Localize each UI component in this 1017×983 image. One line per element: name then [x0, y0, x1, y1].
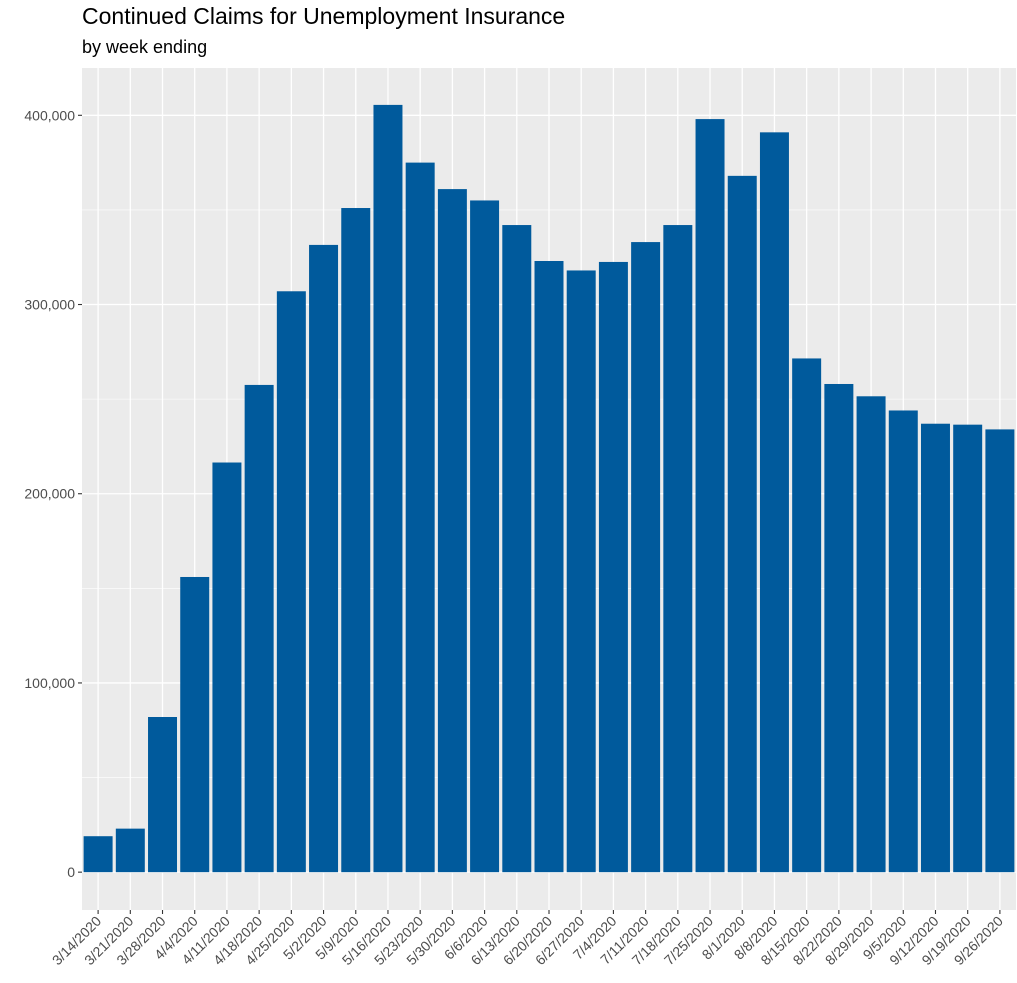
- y-tick-label: 0: [67, 864, 75, 880]
- y-axis: 0 100,000 200,000 300,000 400,000: [24, 107, 82, 880]
- bar-5-9-2020: [341, 208, 371, 873]
- chart-title: Continued Claims for Unemployment Insura…: [82, 3, 566, 29]
- bar-6-20-2020: [534, 260, 564, 873]
- x-axis: 3/14/20203/21/20203/28/20204/4/20204/11/…: [49, 910, 1006, 968]
- y-tick-label: 100,000: [24, 675, 75, 691]
- bar-9-5-2020: [888, 410, 918, 873]
- bar-5-30-2020: [437, 189, 467, 873]
- bar-9-12-2020: [920, 423, 950, 873]
- y-tick-label: 400,000: [24, 107, 75, 123]
- bar-6-13-2020: [502, 225, 532, 873]
- bar-3-28-2020: [148, 717, 178, 873]
- bar-3-21-2020: [115, 828, 145, 873]
- bar-8-22-2020: [824, 383, 854, 873]
- bar-7-18-2020: [663, 225, 693, 873]
- bar-5-23-2020: [405, 162, 435, 873]
- chart-subtitle: by week ending: [82, 37, 208, 57]
- bar-3-14-2020: [83, 836, 113, 873]
- bar-8-1-2020: [727, 175, 757, 873]
- bar-5-16-2020: [373, 104, 403, 873]
- bar-4-25-2020: [276, 291, 306, 873]
- bar-4-4-2020: [180, 576, 210, 873]
- bar-7-11-2020: [631, 242, 661, 873]
- bar-6-27-2020: [566, 270, 596, 873]
- bar-9-26-2020: [985, 429, 1015, 873]
- bar-7-25-2020: [695, 119, 725, 873]
- bar-7-4-2020: [598, 261, 628, 873]
- bar-4-11-2020: [212, 462, 242, 873]
- bar-8-8-2020: [759, 132, 789, 873]
- bar-9-19-2020: [953, 424, 983, 873]
- bar-5-2-2020: [309, 244, 339, 873]
- bars: [83, 104, 1015, 873]
- y-tick-label: 300,000: [24, 297, 75, 313]
- bar-6-6-2020: [470, 200, 500, 873]
- y-tick-label: 200,000: [24, 486, 75, 502]
- bar-4-18-2020: [244, 384, 274, 873]
- bar-8-15-2020: [792, 358, 822, 873]
- bar-8-29-2020: [856, 396, 886, 873]
